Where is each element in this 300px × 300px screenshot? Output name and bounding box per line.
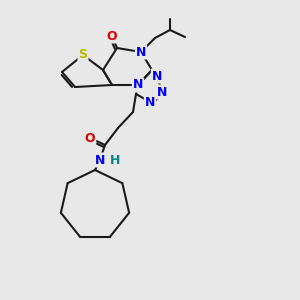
Text: N: N <box>95 154 105 166</box>
Text: H: H <box>110 154 120 166</box>
Text: N: N <box>145 95 155 109</box>
Text: N: N <box>157 85 167 98</box>
Text: N: N <box>152 70 162 83</box>
Text: N: N <box>133 79 143 92</box>
Text: N: N <box>136 46 146 59</box>
Text: S: S <box>79 49 88 62</box>
Text: O: O <box>107 29 117 43</box>
Text: O: O <box>85 131 95 145</box>
